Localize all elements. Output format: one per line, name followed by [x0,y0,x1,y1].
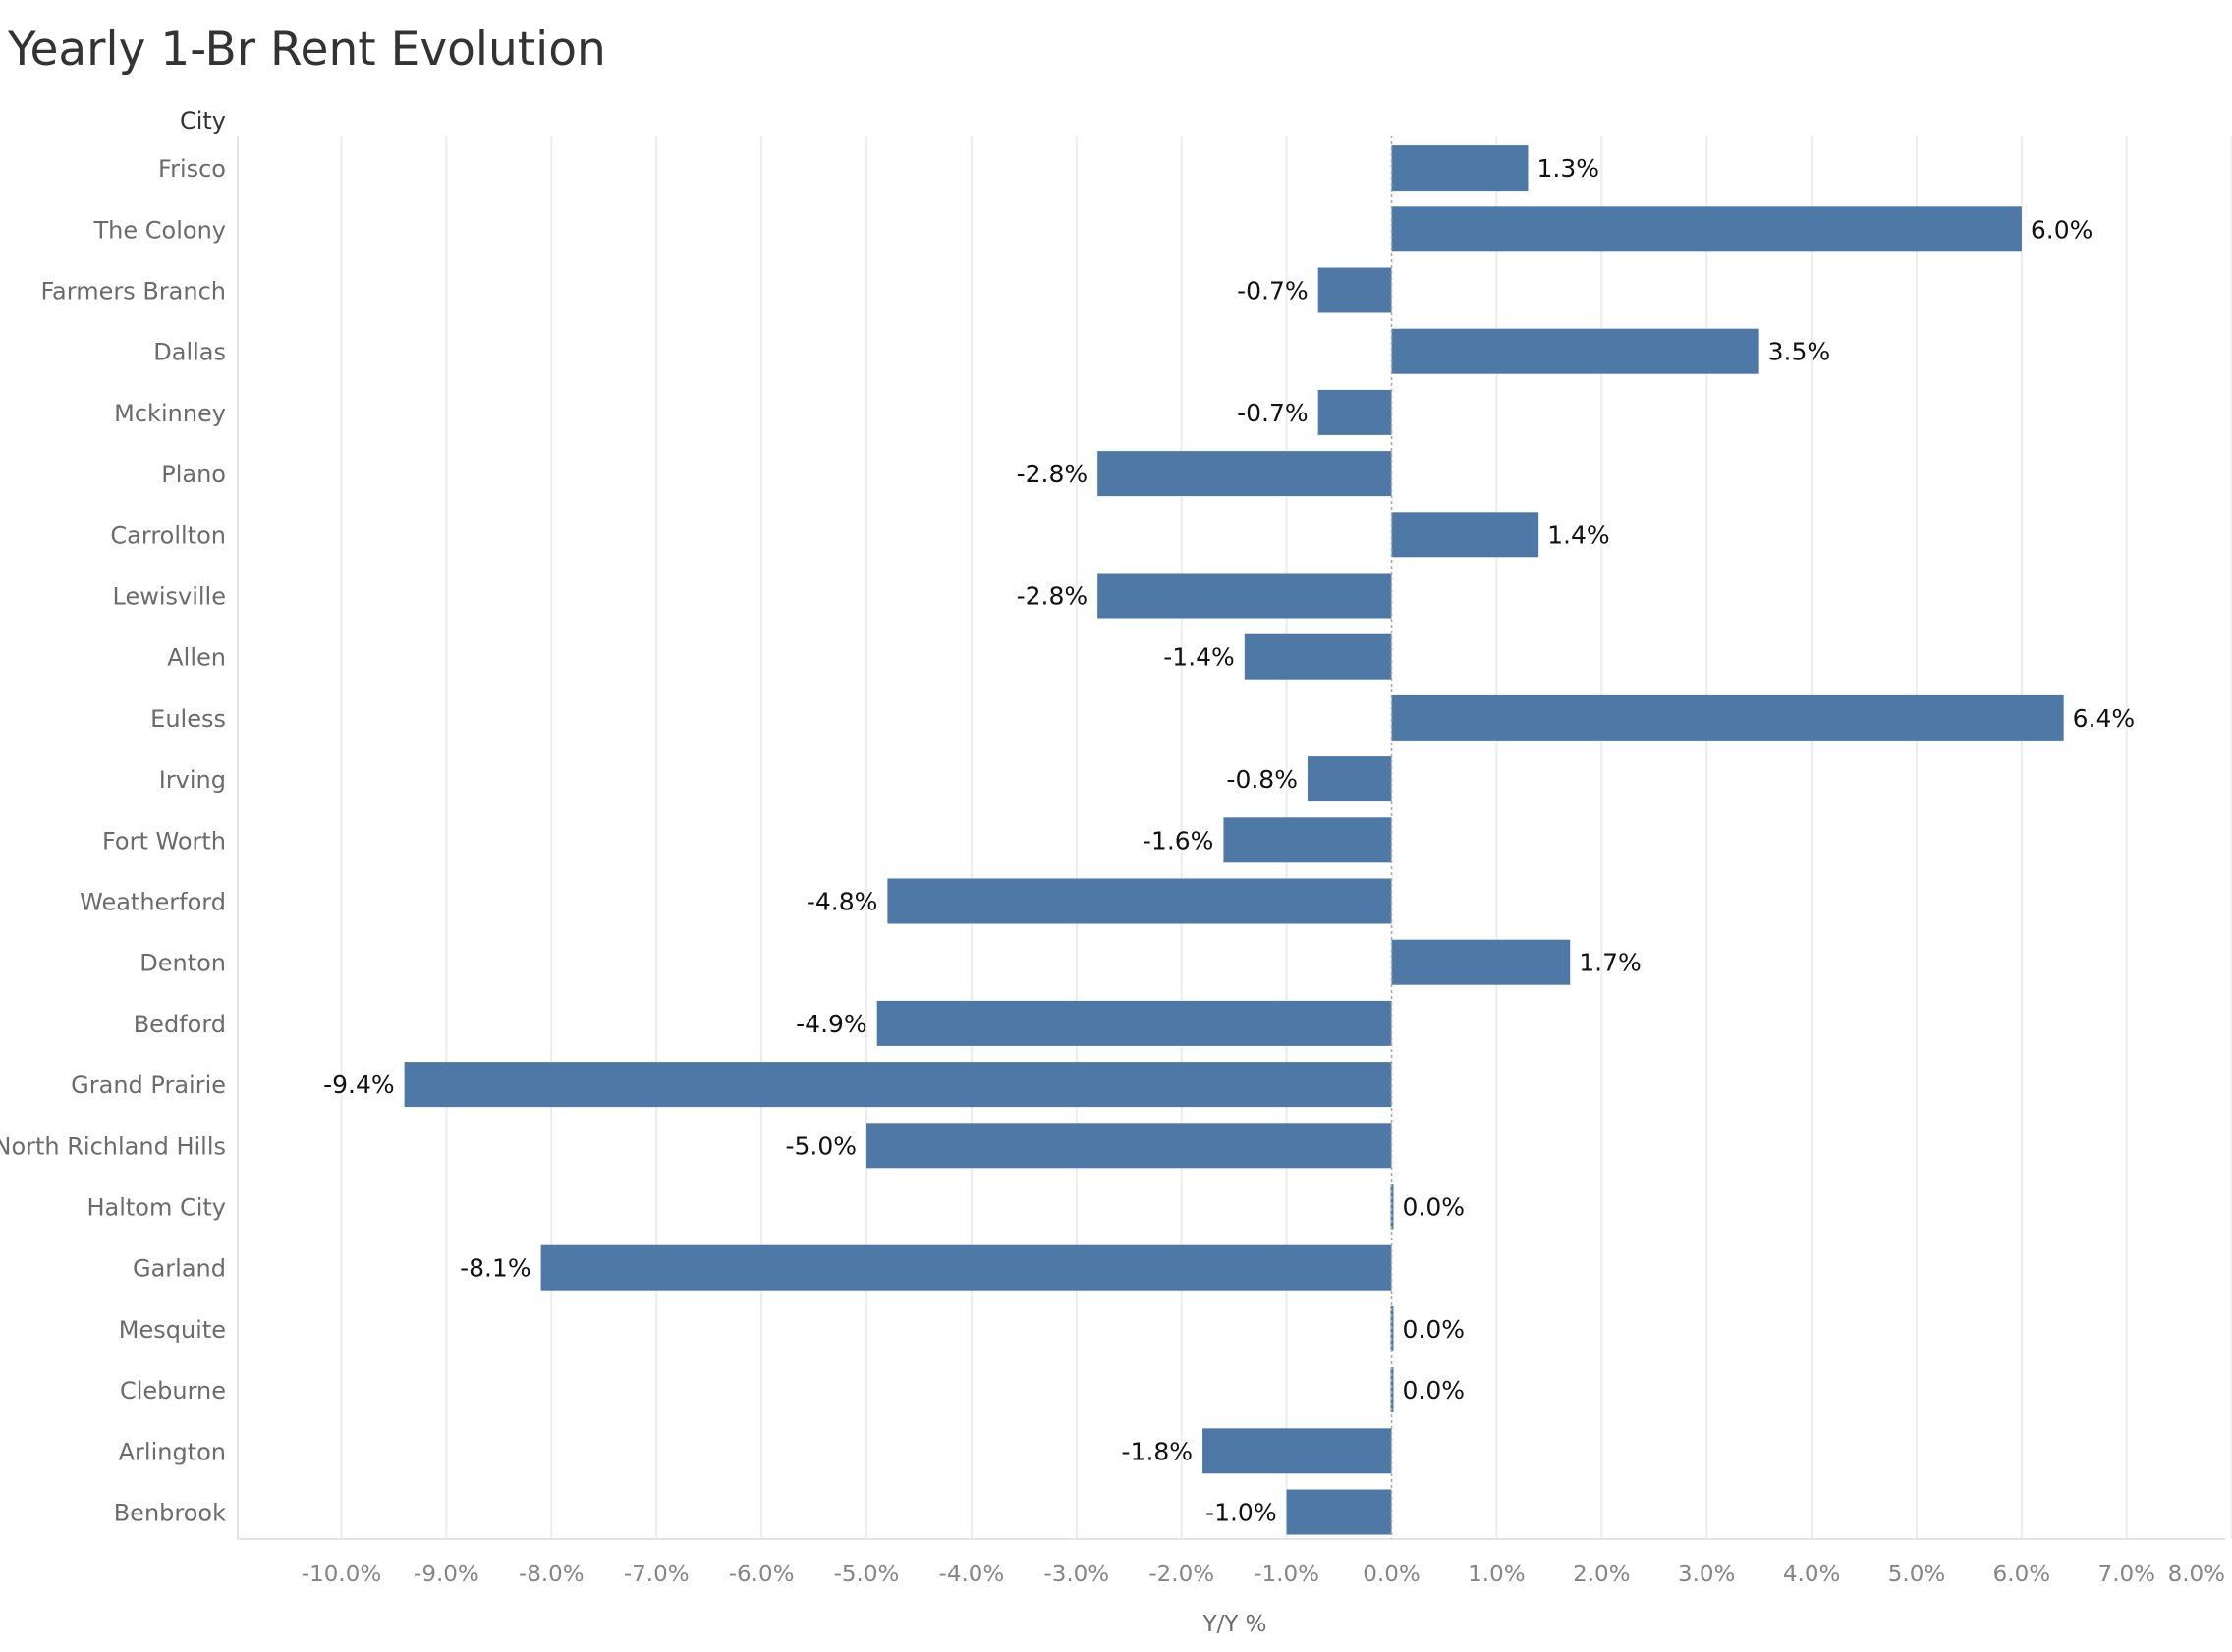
x-tick-label-11: 1.0% [1468,1562,1525,1587]
category-label-6: Carrollton [110,522,226,549]
category-label-12: Weatherford [80,889,226,916]
category-label-20: Cleburne [120,1377,226,1404]
category-label-9: Euless [150,705,226,733]
bar-13[interactable] [1391,939,1571,985]
bar-18[interactable] [540,1244,1392,1291]
value-label-2: -0.7% [1237,277,1309,305]
bar-0[interactable] [1391,145,1529,192]
x-tick-label-2: -8.0% [519,1562,585,1587]
category-label-0: Frisco [158,155,226,183]
x-tick-label-7: -3.0% [1043,1562,1109,1587]
bar-14[interactable] [876,1000,1392,1046]
category-label-17: Haltom City [86,1194,226,1222]
bar-4[interactable] [1317,389,1392,435]
value-label-12: -4.8% [807,888,878,916]
value-label-19: 0.0% [1403,1315,1466,1344]
category-label-22: Benbrook [114,1500,226,1527]
x-tick-label-14: 4.0% [1783,1562,1840,1587]
x-axis-title: Y/Y % [1201,1612,1266,1637]
category-label-21: Arlington [119,1438,226,1465]
bar-3[interactable] [1391,328,1759,374]
category-label-19: Mesquite [119,1316,226,1344]
x-tick-label-13: 3.0% [1678,1562,1735,1587]
bars [404,145,2064,1535]
x-tick-label-9: -1.0% [1254,1562,1319,1587]
bar-10[interactable] [1307,756,1392,802]
value-label-6: 1.4% [1547,521,1610,549]
x-tick-label-15: 5.0% [1888,1562,1945,1587]
category-label-4: Mckinney [114,400,226,427]
category-label-3: Dallas [153,339,226,366]
category-label-13: Denton [140,950,226,977]
value-label-5: -2.8% [1017,460,1088,488]
x-tick-label-0: -10.0% [302,1562,381,1587]
bar-8[interactable] [1244,633,1392,680]
category-label-2: Farmers Branch [40,278,226,305]
value-label-18: -8.1% [460,1254,531,1283]
bar-9[interactable] [1391,694,2064,741]
value-label-20: 0.0% [1403,1376,1466,1404]
data-labels: 1.3% 6.0% -0.7% 3.5% -0.7% -2.8% 1.4% -2.8% -1.4… [323,154,2135,1526]
value-label-7: -2.8% [1017,582,1088,611]
bar-6[interactable] [1391,512,1539,558]
value-label-4: -0.7% [1237,399,1309,427]
x-tick-label-10: 0.0% [1363,1562,1420,1587]
value-label-22: -1.0% [1205,1499,1277,1527]
bar-1[interactable] [1391,206,2022,252]
category-header: City [180,107,226,135]
category-label-1: The Colony [93,216,226,244]
x-tick-label-4: -6.0% [729,1562,795,1587]
category-label-18: Garland [133,1255,226,1283]
bar-2[interactable] [1317,267,1392,313]
x-tick-label-17: 7.0% [2098,1562,2155,1587]
value-label-8: -1.4% [1163,643,1235,672]
bar-11[interactable] [1223,817,1392,863]
category-labels: Frisco The Colony Farmers Branch Dallas Mcki… [0,155,226,1526]
value-label-13: 1.7% [1579,949,1642,977]
value-label-0: 1.3% [1536,154,1599,183]
x-tick-label-12: 2.0% [1573,1562,1630,1587]
category-label-7: Lewisville [113,583,227,611]
bar-12[interactable] [887,878,1392,924]
x-tick-label-8: -2.0% [1148,1562,1214,1587]
value-label-11: -1.6% [1143,826,1214,854]
category-label-8: Allen [167,644,226,672]
value-label-9: 6.4% [2073,704,2136,733]
bar-22[interactable] [1286,1489,1392,1535]
category-label-5: Plano [161,461,226,488]
category-label-14: Bedford [134,1011,226,1038]
bar-5[interactable] [1097,451,1392,497]
bar-7[interactable] [1097,573,1392,619]
value-label-15: -9.4% [323,1071,395,1099]
value-label-16: -5.0% [785,1131,857,1160]
x-tick-label-16: 6.0% [1993,1562,2050,1587]
bar-15[interactable] [404,1062,1392,1108]
x-tick-label-1: -9.0% [414,1562,479,1587]
x-tick-label-3: -7.0% [624,1562,690,1587]
x-tick-label-5: -5.0% [834,1562,900,1587]
category-label-16: North Richland Hills [0,1132,226,1160]
category-label-10: Irving [159,766,226,794]
value-label-21: -1.8% [1122,1437,1194,1465]
bar-21[interactable] [1202,1428,1392,1474]
category-label-11: Fort Worth [102,827,226,854]
x-tick-label-6: -4.0% [939,1562,1005,1587]
value-label-17: 0.0% [1403,1193,1466,1222]
value-label-10: -0.8% [1226,765,1298,794]
value-label-1: 6.0% [2031,215,2093,244]
value-label-3: 3.5% [1768,338,1831,366]
x-tick-label-18: 8.0% [2168,1562,2225,1587]
x-axis-ticks: -10.0% -9.0% -8.0% -7.0% -6.0% -5.0% -4.0% -3.0… [302,1562,2225,1587]
bar-16[interactable] [866,1123,1392,1169]
chart-title: Yearly 1-Br Rent Evolution [7,23,606,77]
bar-17[interactable] [1390,1184,1394,1230]
value-label-14: -4.9% [796,1010,867,1038]
category-label-15: Grand Prairie [71,1072,226,1099]
bar-20[interactable] [1390,1367,1394,1413]
